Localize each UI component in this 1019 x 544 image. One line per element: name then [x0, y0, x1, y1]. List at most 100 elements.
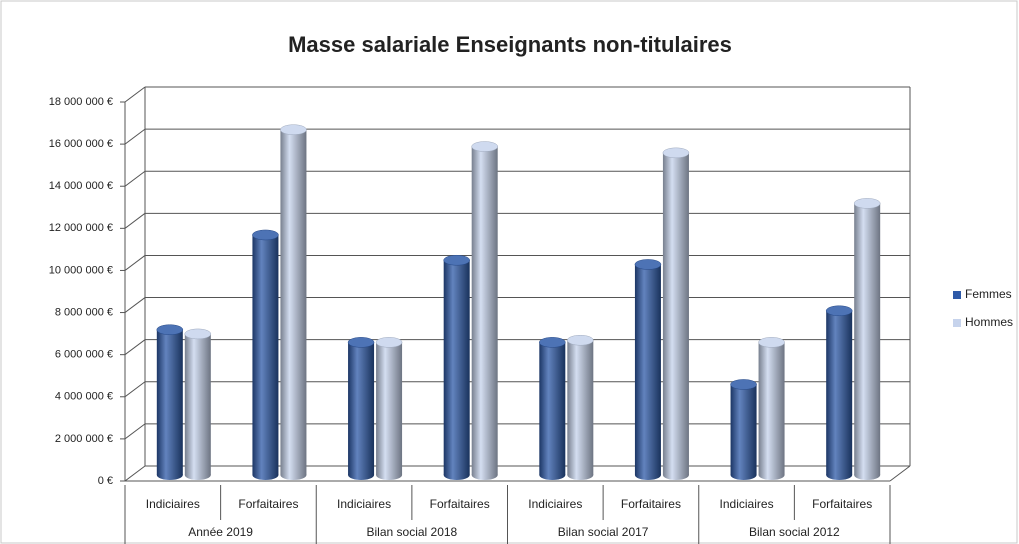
- bar: [375, 337, 403, 480]
- bar-top: [471, 141, 498, 152]
- legend-label: Femmes: [965, 287, 1012, 301]
- bar-top: [634, 259, 662, 270]
- grid-line: [124, 339, 146, 356]
- x-tick-label: Indiciaires: [146, 497, 200, 511]
- bar: [662, 147, 690, 480]
- bar-body: [252, 234, 279, 475]
- grid-line: [124, 170, 146, 187]
- bar-body: [280, 129, 307, 475]
- bar-base: [854, 470, 881, 480]
- bar: [156, 324, 184, 480]
- bar: [443, 254, 470, 480]
- x-tick-label: Indiciaires: [720, 497, 774, 511]
- bar: [853, 198, 881, 480]
- bar-body: [443, 260, 470, 475]
- bar-top: [825, 305, 853, 317]
- grid-line: [124, 465, 146, 482]
- bar-body: [539, 342, 566, 475]
- bar-top: [252, 229, 279, 241]
- bar-top: [539, 337, 566, 348]
- bar-body: [471, 146, 498, 476]
- grid-line: [124, 423, 146, 440]
- bar-top: [853, 198, 881, 209]
- chart-title: Masse salariale Enseignants non-titulair…: [288, 32, 732, 57]
- bar-body: [376, 342, 403, 475]
- y-tick-label: 0 €: [98, 475, 113, 487]
- grid-line: [124, 381, 146, 398]
- bar-base: [567, 470, 594, 480]
- grid-line: [124, 86, 146, 103]
- bar-base: [662, 470, 689, 480]
- bar: [567, 334, 594, 480]
- bar-base: [634, 470, 661, 480]
- group-label: Bilan social 2012: [749, 525, 840, 539]
- y-tick-label: 10 000 000 €: [49, 264, 113, 276]
- group-label: Bilan social 2018: [367, 525, 458, 539]
- bar: [634, 259, 662, 480]
- bar-body: [184, 333, 211, 475]
- bar-body: [730, 384, 757, 475]
- bar-base: [156, 470, 183, 480]
- bar-body: [634, 264, 661, 475]
- legend-swatch: [953, 291, 961, 299]
- bar: [184, 328, 212, 480]
- bar-base: [252, 470, 279, 480]
- bar-top: [662, 147, 690, 159]
- y-tick-label: 18 000 000 €: [49, 96, 113, 108]
- bar-base: [376, 470, 403, 480]
- legend-label: Hommes: [965, 315, 1013, 329]
- bar: [347, 337, 375, 480]
- y-tick-label: 12 000 000 €: [49, 222, 113, 234]
- bar-body: [758, 342, 785, 475]
- bar-base: [826, 470, 853, 480]
- bar: [825, 305, 853, 480]
- bar-top: [156, 324, 184, 335]
- bar-base: [443, 470, 470, 480]
- x-tick-label: Forfaitaires: [812, 497, 872, 511]
- bar-body: [662, 152, 689, 475]
- bar-top: [375, 337, 403, 348]
- bar-body: [348, 342, 375, 475]
- bar-top: [280, 124, 307, 135]
- bar: [471, 141, 498, 480]
- grid-line: [124, 128, 146, 145]
- bar-base: [348, 470, 375, 480]
- y-tick-label: 4 000 000 €: [55, 391, 113, 403]
- bar-base: [730, 470, 757, 480]
- bar-top: [443, 254, 470, 266]
- bar: [539, 337, 566, 480]
- x-tick-label: Indiciaires: [337, 497, 391, 511]
- bar-top: [184, 328, 212, 340]
- bar-top: [758, 337, 785, 348]
- bar: [758, 337, 785, 480]
- legend-swatch: [953, 319, 961, 327]
- bar-base: [184, 470, 211, 480]
- x-tick-label: Forfaitaires: [621, 497, 681, 511]
- bar-base: [539, 470, 566, 480]
- bar-body: [156, 329, 183, 475]
- floor-edge: [889, 465, 911, 482]
- bar-base: [471, 470, 498, 480]
- x-tick-label: Indiciaires: [528, 497, 582, 511]
- x-tick-label: Forfaitaires: [430, 497, 490, 511]
- bar-top: [567, 334, 594, 346]
- bar-top: [347, 337, 375, 348]
- bar-body: [567, 340, 594, 475]
- grid-line: [124, 255, 146, 271]
- bar-base: [758, 470, 785, 480]
- y-tick-label: 8 000 000 €: [55, 306, 113, 318]
- y-tick-label: 16 000 000 €: [49, 138, 113, 150]
- grid-line: [124, 297, 146, 313]
- bar-top: [730, 379, 757, 390]
- y-tick-label: 2 000 000 €: [55, 433, 113, 445]
- grid-line: [124, 212, 146, 229]
- bar: [280, 124, 307, 480]
- x-tick-label: Forfaitaires: [238, 497, 298, 511]
- group-label: Année 2019: [188, 525, 253, 539]
- bar: [730, 379, 757, 480]
- bar: [252, 229, 279, 480]
- bar-body: [854, 203, 881, 475]
- group-label: Bilan social 2017: [558, 525, 649, 539]
- bar-body: [826, 310, 853, 475]
